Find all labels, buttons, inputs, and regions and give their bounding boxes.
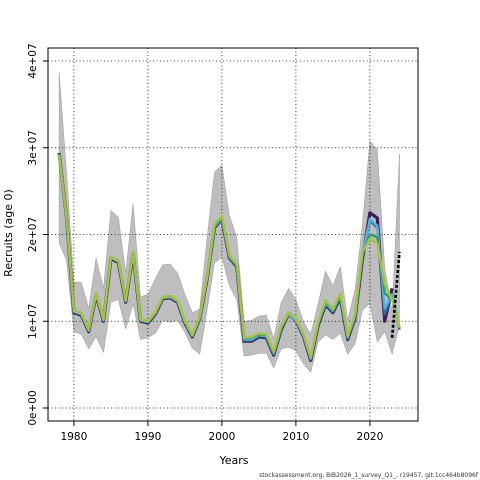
series-layer bbox=[57, 152, 401, 362]
x-tick-label: 2010 bbox=[283, 431, 310, 443]
y-tick-label: 0e+00 bbox=[27, 390, 39, 425]
x-tick-label: 1980 bbox=[61, 431, 88, 443]
x-tick-label: 2020 bbox=[357, 431, 384, 443]
projection-line bbox=[390, 251, 401, 338]
y-tick-label: 1e+07 bbox=[27, 304, 39, 339]
x-tick-label: 1990 bbox=[135, 431, 162, 443]
axis-layer: 1980 1990 2000 2010 2020 0e+00 1e+07 2e+07 3e+07… bbox=[27, 43, 383, 443]
y-tick-label: 4e+07 bbox=[27, 43, 39, 78]
uncertainty-band bbox=[58, 72, 400, 373]
footer-caption: stockassessment.org, BIB2026_1_survey_Q1… bbox=[259, 472, 479, 479]
y-tick-label: 2e+07 bbox=[27, 217, 39, 252]
uncertainty-band-layer bbox=[58, 72, 400, 373]
series-line-5 bbox=[57, 154, 401, 359]
y-axis-title: Recruits (age 0) bbox=[2, 189, 15, 277]
x-tick-label: 2000 bbox=[209, 431, 236, 443]
y-tick-label: 3e+07 bbox=[27, 130, 39, 165]
x-axis-title: Years bbox=[218, 454, 248, 467]
